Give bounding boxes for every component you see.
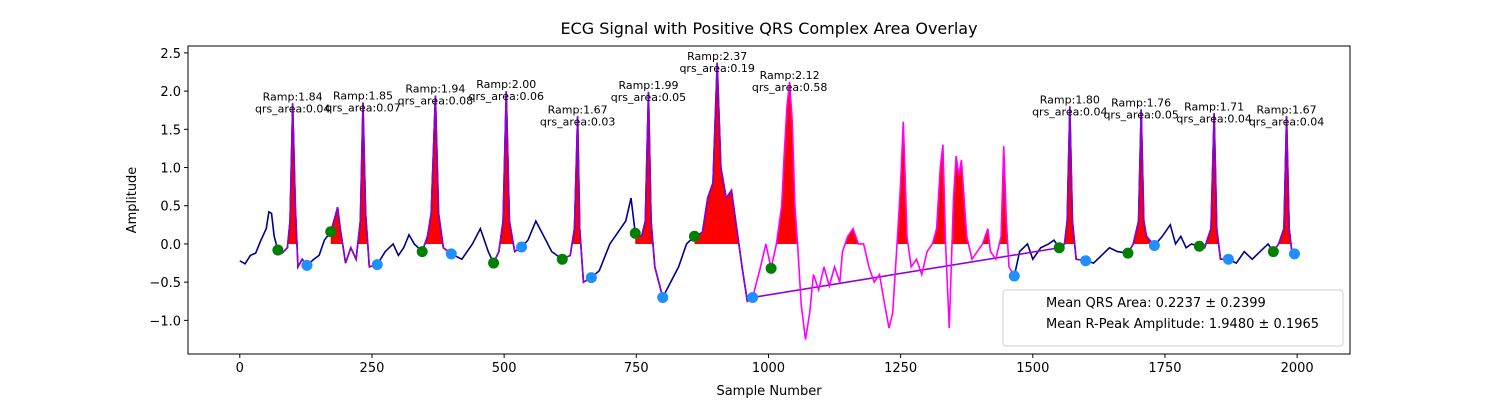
chart-title: ECG Signal with Positive QRS Complex Are…	[560, 19, 977, 38]
legend-entry: Mean QRS Area: 0.2237 ± 0.2399	[1046, 296, 1266, 311]
ecg-line	[561, 116, 592, 284]
ecg-line	[634, 91, 664, 298]
y-tick-label: 2.0	[160, 85, 181, 100]
peak-annotation: qrs_area:0.08	[398, 95, 473, 108]
peak-annotation: Ramp:1.80	[1040, 93, 1100, 106]
point-marker	[445, 248, 457, 260]
x-tick-label: 1750	[1148, 361, 1181, 376]
peak-annotation: Ramp:1.85	[333, 90, 393, 103]
point-marker	[516, 241, 528, 253]
point-marker	[1122, 247, 1134, 259]
x-tick-label: 0	[236, 361, 244, 376]
x-tick-label: 250	[360, 361, 385, 376]
ecg-line	[751, 81, 1015, 340]
y-axis-label: Amplitude	[125, 167, 140, 234]
x-axis-label: Sample Number	[716, 384, 822, 399]
plot-frame	[187, 45, 1351, 355]
y-tick-label: 2.5	[160, 47, 181, 62]
y-tick-label: 0.5	[160, 200, 181, 215]
peak-annotation: Ramp:2.00	[476, 78, 536, 91]
x-tick-label: 1500	[1016, 361, 1049, 376]
peak-annotation: qrs_area:0.58	[752, 81, 827, 94]
point-marker	[585, 272, 597, 284]
ecg-line	[277, 103, 308, 270]
peak-annotation: Ramp:2.37	[687, 50, 747, 63]
point-marker	[747, 291, 759, 303]
ecg-line	[492, 91, 523, 264]
peak-annotation: Ramp:1.84	[263, 90, 323, 103]
y-tick-label: 0.0	[160, 238, 181, 253]
peak-annotation: qrs_area:0.05	[611, 91, 686, 104]
peak-annotation: Ramp:1.67	[1257, 103, 1317, 116]
peak-annotation: Ramp:1.76	[1111, 96, 1171, 109]
y-tick-label: 1.0	[160, 162, 181, 177]
qrs-area-fill	[1273, 116, 1295, 244]
qrs-area-fill	[330, 102, 378, 244]
peak-annotation: qrs_area:0.04	[1176, 112, 1251, 125]
point-marker	[1053, 242, 1065, 254]
y-tick-label: −1.0	[149, 314, 181, 329]
point-marker	[488, 257, 500, 269]
peak-annotation: Ramp:1.67	[548, 103, 608, 116]
point-marker	[765, 262, 777, 274]
point-marker	[416, 246, 428, 258]
point-marker	[1193, 240, 1205, 252]
point-marker	[657, 291, 669, 303]
ecg-line	[694, 62, 1086, 303]
peak-annotation: Ramp:1.99	[618, 79, 678, 92]
point-marker	[1080, 255, 1092, 267]
qrs-area-fill	[277, 103, 307, 244]
y-tick-label: −0.5	[149, 276, 181, 291]
peak-annotation: qrs_area:0.04	[1032, 105, 1107, 118]
point-marker	[1267, 246, 1279, 258]
point-marker	[1148, 239, 1160, 251]
ecg-line	[1199, 113, 1229, 261]
peak-annotation: Ramp:1.94	[405, 83, 465, 96]
point-marker	[301, 259, 313, 271]
point-marker	[1222, 253, 1234, 265]
qrs-area-fill	[1199, 113, 1229, 244]
qrs-area-fill	[1127, 109, 1155, 244]
x-tick-label: 1250	[884, 361, 917, 376]
peak-annotation: qrs_area:0.04	[1249, 115, 1324, 128]
x-tick-label: 500	[492, 361, 517, 376]
point-marker	[1288, 248, 1300, 260]
peak-annotation: qrs_area:0.03	[540, 115, 615, 128]
legend-entry: Mean R-Peak Amplitude: 1.9480 ± 0.1965	[1046, 317, 1319, 332]
point-marker	[325, 226, 337, 238]
x-tick-label: 2000	[1281, 361, 1314, 376]
peak-annotation: Ramp:2.12	[760, 69, 820, 82]
ecg-line	[1127, 109, 1155, 254]
qrs-area-fill	[562, 116, 592, 244]
peak-annotation: Ramp:1.71	[1184, 100, 1244, 113]
legend-box	[1002, 289, 1344, 347]
peak-annotation: qrs_area:0.04	[255, 102, 330, 115]
qrs-area-fill	[694, 62, 1086, 244]
x-tick-label: 1000	[752, 361, 785, 376]
peak-annotation: qrs_area:0.19	[679, 62, 754, 75]
x-tick-label: 750	[624, 361, 649, 376]
y-tick-label: 1.5	[160, 123, 181, 138]
point-marker	[371, 259, 383, 271]
ecg-line	[329, 102, 378, 268]
ecg-line	[421, 95, 452, 255]
peak-annotation: qrs_area:0.06	[469, 90, 544, 103]
peak-annotation: qrs_area:0.05	[1103, 108, 1178, 121]
point-marker	[1008, 270, 1020, 282]
point-marker	[556, 253, 568, 265]
point-marker	[629, 227, 641, 239]
point-marker	[272, 244, 284, 256]
qrs-area-fill	[635, 91, 663, 244]
peak-annotation: qrs_area:0.07	[325, 102, 400, 115]
point-marker	[688, 230, 700, 242]
